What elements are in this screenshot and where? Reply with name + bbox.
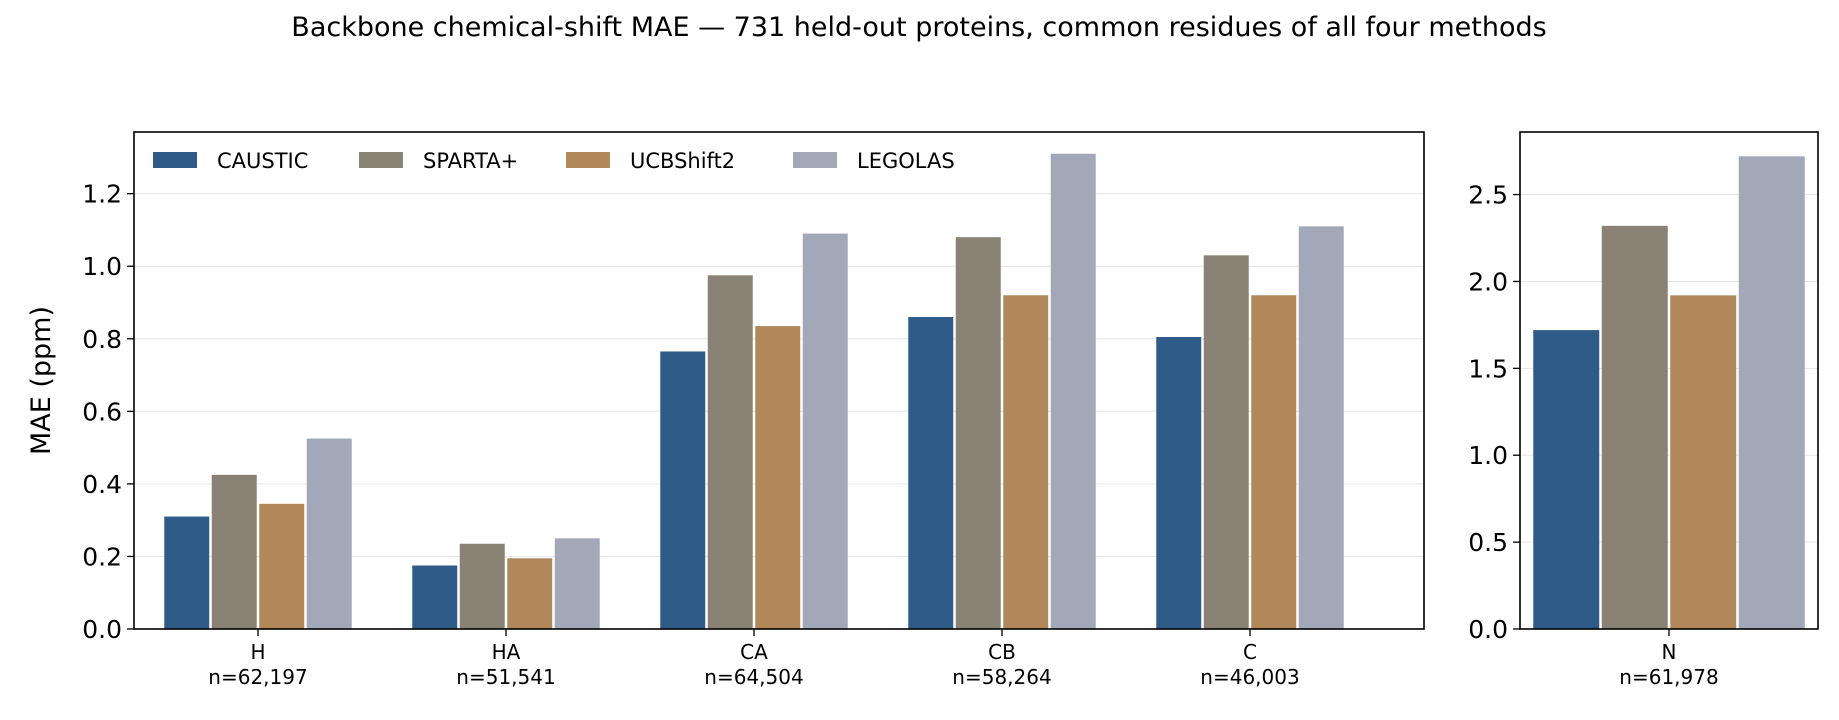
bar-legolas-ca [802,233,848,629]
bar-ucbshift2-cb [1003,295,1049,629]
bar-caustic-cb [908,317,954,629]
legend-swatch [153,152,197,168]
sample-size-label: n=58,264 [952,665,1051,689]
legend-swatch [793,152,837,168]
n-panel: 0.0 0.5 1.0 1.5 2.0 2.5 Nn=61,978 [1468,131,1819,689]
bar-caustic-ca [660,351,706,629]
y-tick-label: 1.5 [1468,354,1508,383]
bar-ucbshift2-n [1670,295,1737,629]
bar-sparta-ca [707,275,753,629]
y-tick-label: 0.2 [82,542,122,571]
legend-label: UCBShift2 [630,149,735,173]
bar-caustic-c [1156,336,1202,629]
y-tick-label: 1.0 [1468,441,1508,470]
bar-legolas-c [1298,226,1344,629]
y-tick-label: 0.6 [82,397,122,426]
bar-ucbshift2-c [1251,295,1297,629]
main-panel: 0.0 0.2 0.4 0.6 0.8 1.0 1.2 Hn=62,197 HAn=51,541… [26,131,1425,689]
bar-caustic-h [164,516,210,629]
legend-swatch [359,152,403,168]
y-tick-label: 0.0 [1468,615,1508,644]
y-axis-label: MAE (ppm) [26,306,57,455]
y-tick-label: 0.8 [82,325,122,354]
category-label: CB [988,640,1016,664]
y-tick-label: 2.5 [1468,181,1508,210]
bar-caustic-ha [412,565,458,629]
sample-size-label: n=62,197 [208,665,307,689]
category-label: HA [492,640,521,664]
bar-ucbshift2-ca [755,326,801,629]
legend-label: LEGOLAS [857,149,955,173]
plot-frame [133,131,1425,630]
y-tick-label: 1.2 [82,180,122,209]
category-label: H [250,640,265,664]
bar-caustic-n [1533,330,1600,629]
bar-sparta-c [1203,255,1249,629]
sample-size-label: n=51,541 [456,665,555,689]
bar-ucbshift2-h [259,503,305,629]
y-tick-label: 1.0 [82,252,122,281]
y-tick-label: 0.5 [1468,528,1508,557]
legend-swatch [566,152,610,168]
sample-size-label: n=46,003 [1200,665,1299,689]
bar-legolas-h [306,438,352,629]
bar-legolas-n [1738,156,1805,629]
bar-sparta-n [1601,225,1668,629]
y-tick-label: 2.0 [1468,267,1508,296]
plot-frame [1519,131,1819,630]
figure-title: Backbone chemical-shift MAE — 731 held-o… [291,12,1546,43]
bar-legolas-cb [1050,153,1096,629]
category-label: CA [740,640,768,664]
category-label: N [1662,640,1677,664]
bar-sparta-h [211,474,257,629]
bar-ucbshift2-ha [507,558,553,629]
sample-size-label: n=64,504 [704,665,803,689]
bar-legolas-ha [554,538,600,629]
y-tick-label: 0.0 [82,615,122,644]
legend-label: SPARTA+ [423,149,518,173]
legend-label: CAUSTIC [217,149,308,173]
y-tick-label: 0.4 [82,470,122,499]
category-label: C [1243,640,1257,664]
bar-sparta-ha [459,543,505,629]
bar-sparta-cb [955,237,1001,629]
sample-size-label: n=61,978 [1619,665,1718,689]
